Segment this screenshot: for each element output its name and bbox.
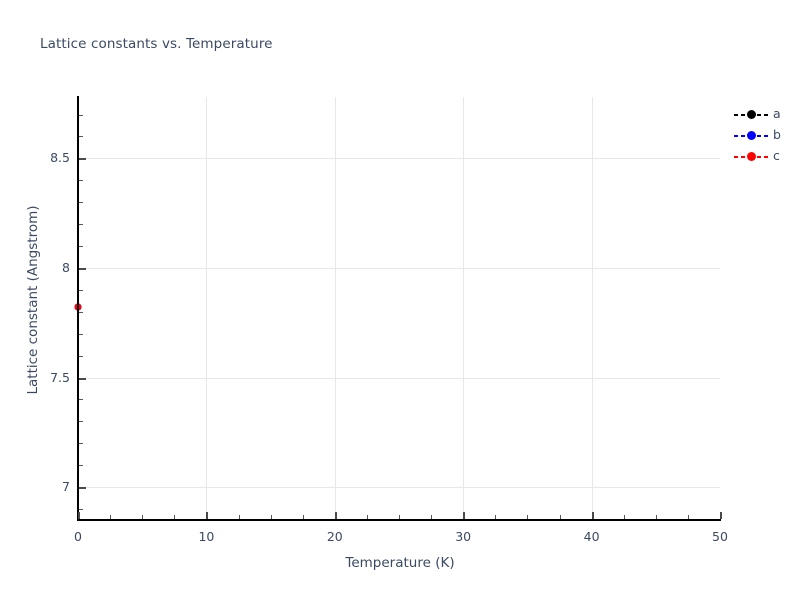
legend-dash-segment	[764, 134, 768, 137]
gridline-horizontal	[78, 487, 720, 489]
x-axis-label: Temperature (K)	[345, 555, 455, 571]
y-tick-minor	[79, 180, 83, 182]
x-tick-minor	[431, 515, 433, 519]
legend-circle-icon	[747, 151, 756, 161]
x-tick-major	[206, 512, 209, 519]
x-tick-minor	[270, 515, 272, 519]
x-tick-minor	[110, 515, 112, 519]
x-tick-major	[334, 512, 337, 519]
y-tick-major	[79, 487, 86, 490]
y-tick-label: 7	[62, 479, 70, 495]
plot-area	[74, 97, 720, 520]
y-tick-minor	[79, 224, 83, 226]
gridline-horizontal	[78, 267, 720, 269]
gridline-horizontal	[78, 158, 720, 160]
y-tick-minor	[79, 443, 83, 445]
legend-marker-a-icon	[734, 109, 768, 121]
x-tick-major	[591, 512, 594, 519]
legend-dash-segment	[734, 113, 738, 116]
legend-circle-icon	[747, 130, 756, 140]
y-tick-major	[79, 158, 86, 161]
legend-circle-icon	[747, 109, 756, 119]
x-tick-minor	[174, 515, 176, 519]
x-tick-label: 40	[583, 529, 600, 544]
legend-marker-b-icon	[734, 130, 768, 142]
x-tick-minor	[495, 515, 497, 519]
legend-label-a: a	[773, 106, 781, 122]
legend-dash-segment	[764, 155, 768, 158]
y-tick-label: 7.5	[50, 369, 70, 385]
x-tick-minor	[559, 515, 561, 519]
y-tick-minor	[79, 246, 83, 248]
legend-dash-segment	[757, 134, 761, 137]
x-tick-minor	[687, 515, 689, 519]
y-axis-spine	[77, 96, 79, 521]
legend-dash-segment	[741, 134, 745, 137]
x-tick-label: 30	[455, 529, 472, 544]
legend-dash-segment	[757, 155, 761, 158]
x-tick-minor	[302, 515, 304, 519]
y-tick-minor	[79, 465, 83, 467]
x-tick-minor	[623, 515, 625, 519]
x-tick-label: 50	[712, 529, 728, 544]
y-tick-minor	[79, 114, 83, 116]
legend-dash-segment	[741, 155, 745, 158]
gridline-vertical	[206, 97, 208, 520]
x-tick-label: 20	[326, 529, 343, 544]
legend-item-c[interactable]: c	[734, 146, 796, 167]
y-tick-minor	[79, 509, 83, 511]
x-tick-minor	[399, 515, 400, 519]
y-tick-label: 8.5	[50, 150, 70, 166]
gridline-horizontal	[78, 377, 720, 379]
y-axis-label: Lattice constant (Angstrom)	[25, 205, 41, 395]
x-tick-minor	[527, 515, 529, 519]
gridline-vertical	[591, 97, 593, 520]
y-tick-major	[79, 377, 86, 380]
x-tick-minor	[238, 515, 240, 519]
y-tick-label: 8	[62, 259, 70, 275]
y-tick-minor	[79, 333, 83, 335]
y-tick-minor	[79, 289, 83, 291]
x-tick-major	[720, 512, 722, 519]
y-tick-major	[79, 267, 86, 270]
x-tick-label: 0	[74, 529, 82, 544]
legend-marker-c-icon	[734, 151, 768, 163]
x-tick-major	[463, 512, 466, 519]
legend-dash-segment	[741, 113, 745, 116]
y-tick-minor	[79, 136, 83, 138]
legend-dash-segment	[734, 155, 738, 158]
chart-title: Lattice constants vs. Temperature	[40, 36, 273, 52]
x-tick-label: 10	[198, 529, 215, 544]
legend-item-b[interactable]: b	[734, 125, 796, 146]
x-tick-major	[78, 512, 80, 519]
legend-label-c: c	[773, 148, 780, 164]
legend-dash-segment	[764, 113, 768, 116]
y-tick-minor	[79, 202, 83, 204]
y-tick-minor	[79, 421, 83, 423]
x-tick-minor	[366, 515, 368, 519]
gridline-vertical	[334, 97, 336, 520]
y-tick-minor	[79, 311, 83, 313]
gridline-vertical	[463, 97, 465, 520]
legend-item-a[interactable]: a	[734, 104, 796, 125]
x-tick-minor	[655, 515, 657, 519]
legend-label-b: b	[773, 127, 781, 143]
y-tick-minor	[79, 399, 83, 401]
x-axis-spine	[77, 519, 721, 521]
y-tick-minor	[79, 355, 83, 357]
legend-dash-segment	[757, 113, 761, 116]
x-tick-minor	[142, 515, 144, 519]
legend-dash-segment	[734, 134, 738, 137]
